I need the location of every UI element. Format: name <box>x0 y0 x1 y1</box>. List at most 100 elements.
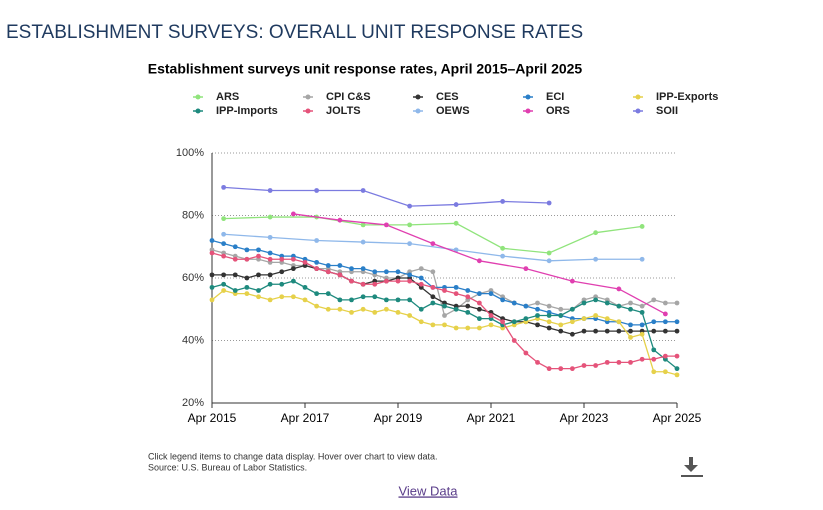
data-point <box>651 356 657 362</box>
data-point <box>267 188 273 193</box>
data-point <box>221 272 227 278</box>
data-point <box>325 269 331 275</box>
data-point <box>628 306 633 312</box>
legend-item[interactable]: ARS <box>193 91 239 103</box>
data-point <box>372 294 378 300</box>
data-point <box>674 328 680 334</box>
data-point <box>395 269 401 275</box>
series <box>209 250 680 372</box>
data-point <box>616 359 622 365</box>
data-point <box>581 328 587 334</box>
data-point <box>395 278 401 284</box>
data-point <box>604 316 610 322</box>
data-point <box>546 366 552 372</box>
data-point <box>290 266 296 272</box>
data-point <box>500 319 506 325</box>
legend-item[interactable]: OEWS <box>413 105 470 117</box>
data-point <box>453 325 459 331</box>
legend-marker <box>635 94 641 100</box>
data-point <box>500 253 506 259</box>
legend-item[interactable]: CPI C&S <box>303 91 371 103</box>
data-point <box>209 297 215 303</box>
data-point <box>523 266 529 272</box>
data-point <box>604 300 610 306</box>
data-point <box>674 319 680 325</box>
legend-label: ORS <box>546 105 570 117</box>
data-point <box>418 275 424 281</box>
data-point <box>209 238 215 243</box>
data-point <box>267 250 273 256</box>
data-point <box>360 281 366 287</box>
data-point <box>256 253 261 259</box>
data-point <box>476 300 482 306</box>
data-point <box>442 303 447 309</box>
data-point <box>244 247 250 253</box>
data-point <box>558 313 564 318</box>
y-tick-label: 40% <box>182 334 204 346</box>
data-point <box>267 272 273 278</box>
data-point <box>546 313 552 318</box>
data-point <box>523 350 529 356</box>
data-point <box>360 266 366 272</box>
data-point <box>221 281 227 287</box>
y-tick-label: 100% <box>176 147 204 159</box>
data-point <box>674 372 680 378</box>
legend-item[interactable]: ECI <box>523 91 564 103</box>
legend-marker <box>415 108 421 114</box>
data-point <box>232 256 238 262</box>
series-line <box>223 186 550 207</box>
data-point <box>488 313 494 318</box>
data-point <box>465 294 471 300</box>
data-point <box>628 328 633 334</box>
data-point <box>325 291 331 297</box>
data-point <box>395 309 401 315</box>
legend-item[interactable]: IPP-Exports <box>633 91 718 103</box>
data-point <box>558 322 564 328</box>
legend-label: ECI <box>546 91 564 103</box>
data-point <box>314 238 320 243</box>
data-point <box>279 256 285 262</box>
view-data-link[interactable]: View Data <box>398 483 458 498</box>
legend-item[interactable]: IPP-Imports <box>193 105 278 117</box>
data-point <box>546 303 552 309</box>
data-point <box>349 297 354 303</box>
data-point <box>581 316 587 322</box>
data-point <box>558 328 564 334</box>
legend-marker <box>305 108 311 114</box>
data-point <box>639 322 645 328</box>
series <box>290 211 668 317</box>
data-point <box>581 363 587 368</box>
legend-item[interactable]: ORS <box>523 105 570 117</box>
data-point <box>651 319 657 325</box>
series <box>209 288 680 378</box>
data-point <box>244 256 250 262</box>
data-point <box>662 300 668 306</box>
data-point <box>662 353 668 359</box>
data-point <box>256 272 261 278</box>
download-icon[interactable] <box>681 457 703 477</box>
data-point <box>244 284 250 290</box>
x-tick-label: Apr 2017 <box>281 411 330 425</box>
data-point <box>383 306 389 312</box>
data-point <box>442 313 447 318</box>
data-point <box>476 291 482 297</box>
legend-item[interactable]: SOII <box>633 105 678 117</box>
data-point <box>407 241 413 247</box>
legend-item[interactable]: CES <box>413 91 459 103</box>
data-point <box>593 328 599 334</box>
data-point <box>337 297 343 303</box>
data-point <box>616 319 622 325</box>
data-point <box>430 269 436 275</box>
data-point <box>221 288 227 293</box>
data-point <box>383 278 389 284</box>
data-point <box>488 291 494 297</box>
legend-item[interactable]: JOLTS <box>303 105 361 117</box>
data-point <box>430 284 436 290</box>
data-point <box>349 266 354 272</box>
source: Source: U.S. Bureau of Labor Statistics. <box>148 462 307 472</box>
data-point <box>546 258 552 264</box>
data-point <box>453 306 459 312</box>
data-point <box>418 266 424 272</box>
data-point <box>546 250 552 256</box>
data-point <box>593 230 599 236</box>
